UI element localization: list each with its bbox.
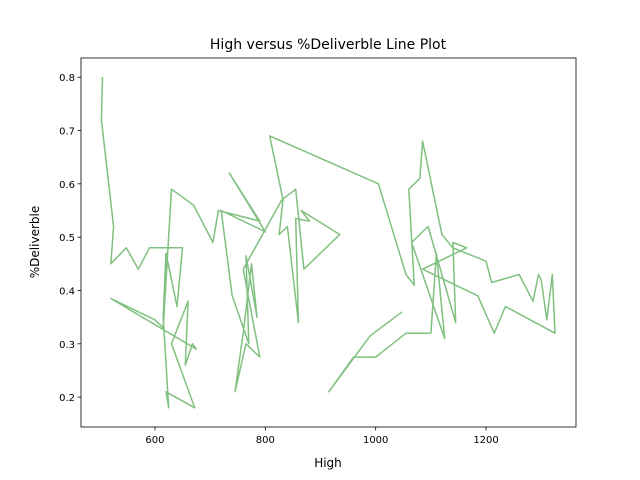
y-tick-label: 0.5 — [59, 233, 75, 244]
x-axis-label: High — [314, 456, 342, 470]
chart-title: High versus %Deliverble Line Plot — [210, 37, 447, 53]
y-tick-label: 0.7 — [59, 127, 75, 138]
x-tick-label: 1000 — [363, 435, 388, 446]
y-tick-label: 0.4 — [59, 286, 75, 297]
x-tick-label: 600 — [145, 435, 164, 446]
x-tick-label: 800 — [256, 435, 275, 446]
x-tick-label: 1200 — [473, 435, 498, 446]
y-tick-label: 0.6 — [59, 180, 75, 191]
y-tick-label: 0.2 — [59, 393, 75, 404]
data-line — [100, 77, 556, 409]
plot-frame — [80, 57, 577, 428]
y-tick-label: 0.3 — [59, 340, 75, 351]
y-tick-label: 0.8 — [59, 73, 75, 84]
y-axis-label: %Deliverble — [28, 206, 42, 278]
